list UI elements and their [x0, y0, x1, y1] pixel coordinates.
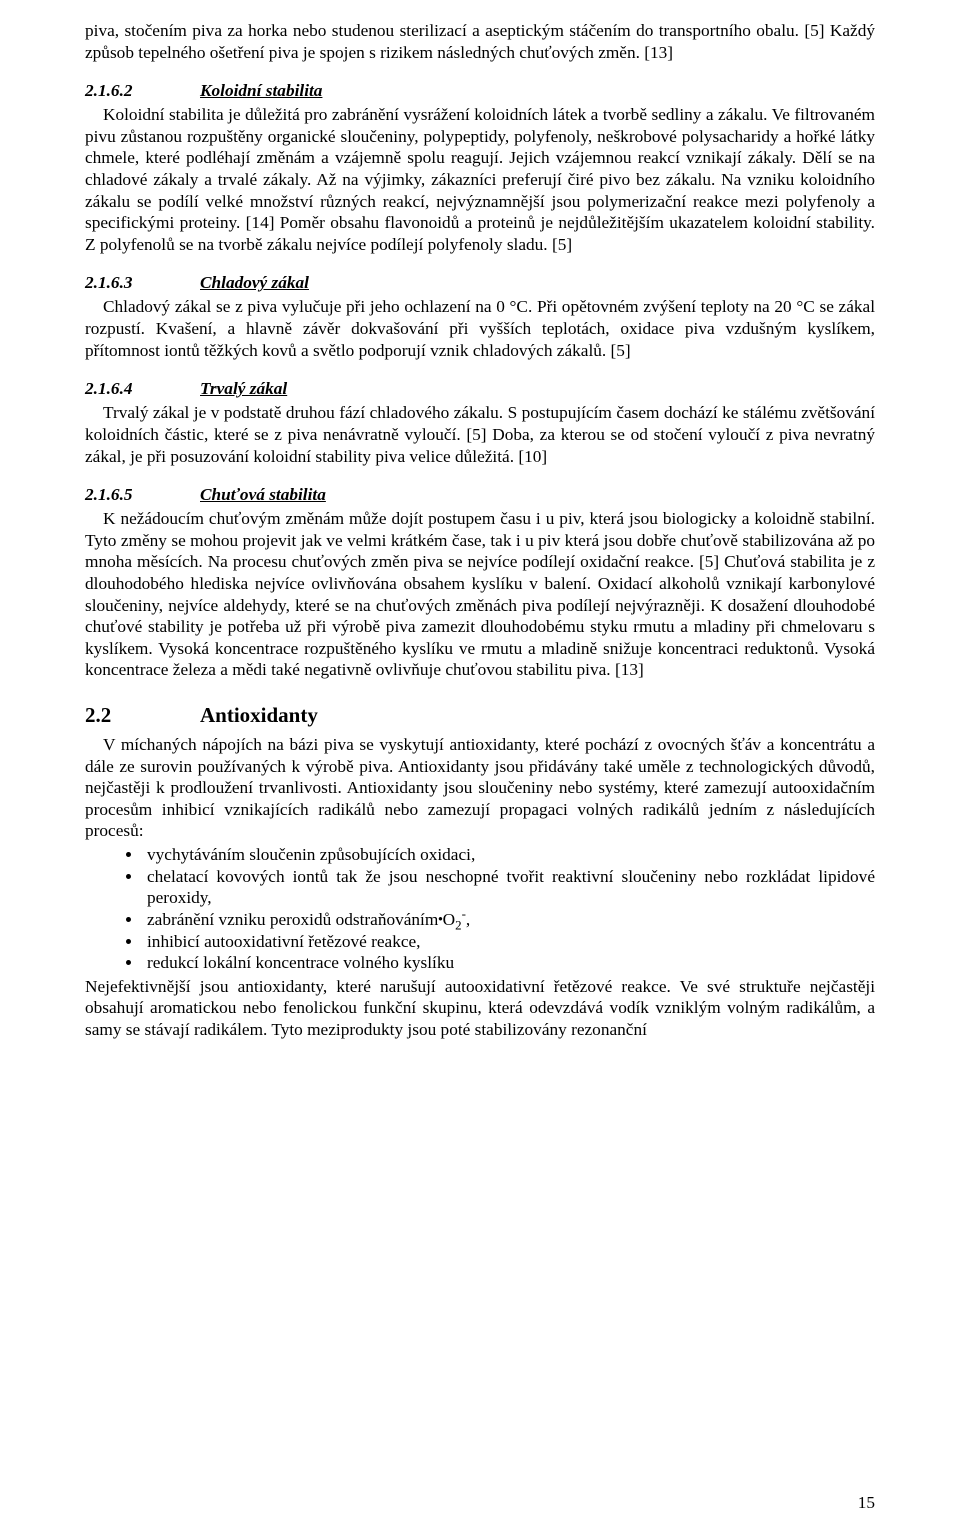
section-2165-body: K nežádoucím chuťovým změnám může dojít …: [85, 508, 875, 681]
section-title: Koloidní stabilita: [200, 81, 322, 101]
page-number: 15: [858, 1493, 875, 1513]
section-heading-2162: 2.1.6.2 Koloidní stabilita: [85, 81, 875, 101]
section-number: 2.1.6.4: [85, 379, 200, 399]
superoxide-symbol: O2-: [443, 910, 466, 929]
bullet3-post: ,: [466, 910, 470, 929]
section-number: 2.1.6.2: [85, 81, 200, 101]
list-item: redukcí lokální koncentrace volného kysl…: [143, 952, 875, 974]
intro-paragraph: piva, stočením piva za horka nebo studen…: [85, 20, 875, 63]
section-heading-22: 2.2 Antioxidanty: [85, 703, 875, 728]
list-item: zabránění vzniku peroxidů odstraňováním …: [143, 909, 875, 931]
bullet3-pre: zabránění vzniku peroxidů odstraňováním: [147, 910, 443, 929]
list-item: chelatací kovových iontů tak že jsou nes…: [143, 866, 875, 909]
section-22-tail: Nejefektivnější jsou antioxidanty, které…: [85, 976, 875, 1041]
section-title: Chuťová stabilita: [200, 485, 326, 505]
section-2163-body: Chladový zákal se z piva vylučuje při je…: [85, 296, 875, 361]
section-number: 2.1.6.3: [85, 273, 200, 293]
section-2164-body: Trvalý zákal je v podstatě druhou fází c…: [85, 402, 875, 467]
section-2162-body: Koloidní stabilita je důležitá pro zabrá…: [85, 104, 875, 255]
list-item: inhibicí autooxidativní řetězové reakce,: [143, 931, 875, 953]
section-title: Chladový zákal: [200, 273, 309, 293]
document-page: piva, stočením piva za horka nebo studen…: [0, 0, 960, 1537]
bullet-list: vychytáváním sloučenin způsobujících oxi…: [85, 844, 875, 974]
section-title: Antioxidanty: [200, 703, 318, 728]
section-heading-2163: 2.1.6.3 Chladový zákal: [85, 273, 875, 293]
section-number: 2.2: [85, 703, 200, 728]
section-heading-2165: 2.1.6.5 Chuťová stabilita: [85, 485, 875, 505]
list-item: vychytáváním sloučenin způsobujících oxi…: [143, 844, 875, 866]
section-22-body: V míchaných nápojích na bázi piva se vys…: [85, 734, 875, 842]
section-number: 2.1.6.5: [85, 485, 200, 505]
section-title: Trvalý zákal: [200, 379, 287, 399]
section-heading-2164: 2.1.6.4 Trvalý zákal: [85, 379, 875, 399]
